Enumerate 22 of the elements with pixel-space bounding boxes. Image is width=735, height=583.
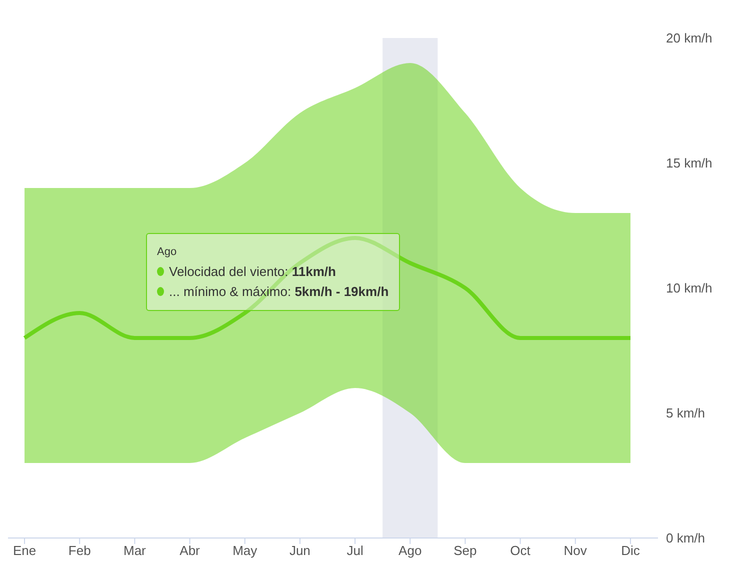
x-tick-label: Abr <box>180 543 201 558</box>
x-tick-label: Jul <box>346 543 364 558</box>
tooltip-box: Ago Velocidad del viento: 11km/h ... mínimo & máximo: 5km/h - 19km/h <box>146 233 400 311</box>
line-series <box>22 236 632 340</box>
x-tick-label: Feb <box>68 543 91 558</box>
x-tick-label: Jun <box>289 543 310 558</box>
annotation: Velocidad del viento: 11km/h <box>169 264 336 279</box>
x-tick-label: Oct <box>510 543 531 558</box>
x-tick-label: Dic <box>621 543 640 558</box>
x-tick-label: May <box>232 543 258 558</box>
x-tick-label: Nov <box>564 543 588 558</box>
y-tick-label: 10 km/h <box>666 280 712 296</box>
x-tick-label: Ago <box>398 543 422 558</box>
x-tick-label: Sep <box>454 543 477 558</box>
annotation: ... mínimo & máximo: 5km/h - 19km/h <box>169 284 389 299</box>
y-tick-label: 5 km/h <box>666 406 706 421</box>
y-tick-label: 15 km/h <box>666 156 712 171</box>
x-tick-label: Ene <box>12 543 36 558</box>
y-tick-label: 0 km/h <box>666 530 706 546</box>
y-tick-label: 20 km/h <box>666 30 712 46</box>
annotation: Ago <box>157 246 177 258</box>
x-tick-label: Mar <box>124 543 147 558</box>
